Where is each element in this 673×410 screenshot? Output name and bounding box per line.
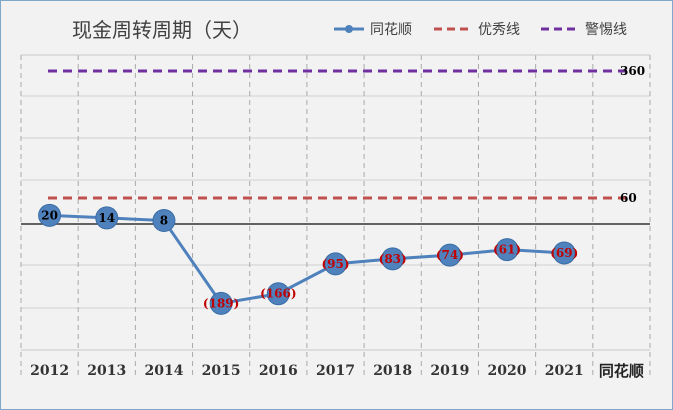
x-tick-2018: 2018 (373, 363, 412, 379)
x-tick-2017: 2017 (316, 363, 355, 379)
legend-label-3: 警惕线 (585, 22, 627, 38)
chart-title: 现金周转周期（天） (72, 18, 252, 42)
series-line (49, 213, 565, 306)
x-tick-2020: 2020 (488, 363, 527, 379)
category-row-label: 同花顺 (599, 362, 644, 380)
data-label-2013: 14 (98, 211, 115, 225)
x-tick-2021: 2021 (545, 363, 584, 379)
reference-label-1: 60 (620, 191, 637, 205)
data-point-2016 (266, 282, 290, 306)
chart-legend: 同花顺 优秀线 警惕线 (334, 22, 627, 38)
legend-swatch-marker-1 (345, 25, 353, 33)
data-label-2012: 20 (41, 208, 58, 222)
x-tick-2014: 2014 (144, 363, 183, 379)
data-point-2020 (495, 238, 519, 262)
x-tick-2013: 2013 (87, 363, 126, 379)
data-label-2019: (74) (436, 248, 464, 262)
x-tick-2019: 2019 (430, 363, 469, 379)
data-point-2018 (381, 247, 405, 271)
data-point-2014 (152, 209, 176, 233)
legend-label-1: 同花顺 (370, 22, 412, 38)
data-label-2017: (95) (321, 257, 349, 271)
x-tick-2015: 2015 (202, 363, 241, 379)
data-label-2020: (61) (493, 243, 521, 257)
data-label-2014: 8 (160, 214, 168, 228)
data-point-2017 (324, 252, 347, 276)
reference-label-2: 360 (620, 64, 645, 78)
x-tick-2016: 2016 (259, 363, 298, 379)
data-point-2013 (95, 206, 119, 230)
data-point-2015 (209, 291, 233, 315)
data-point-2021 (552, 241, 576, 265)
x-tick-2012: 2012 (30, 363, 69, 379)
data-label-2015: (189) (203, 296, 239, 310)
data-label-2021: (69) (550, 246, 578, 260)
data-point-2019 (438, 243, 462, 267)
data-label-2018: (83) (379, 252, 407, 266)
legend-label-2: 优秀线 (478, 22, 520, 38)
data-point-2012 (38, 203, 62, 227)
data-label-2016: (166) (260, 287, 296, 301)
